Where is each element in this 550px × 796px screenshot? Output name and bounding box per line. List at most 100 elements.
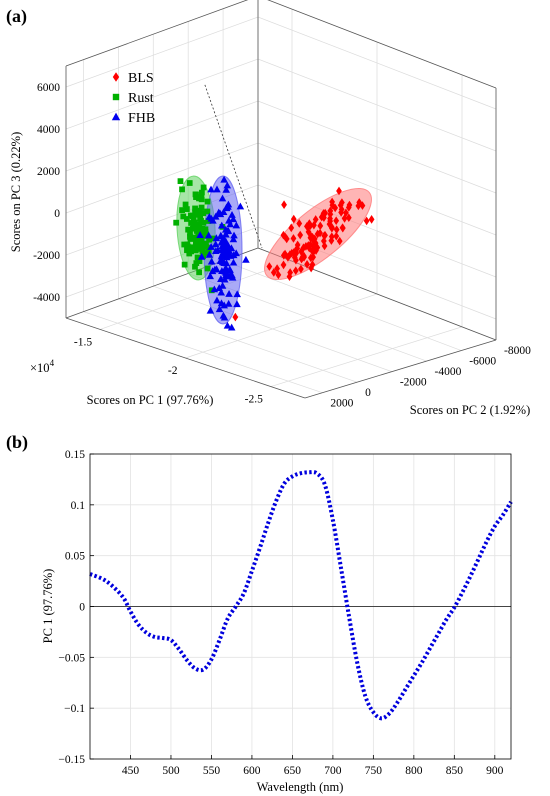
point-rust xyxy=(189,213,196,220)
point-bls xyxy=(308,232,315,241)
point-rust xyxy=(192,263,198,270)
point-fhb xyxy=(220,313,229,321)
point-rust xyxy=(184,216,190,222)
point-fhb xyxy=(222,185,231,193)
point-bls xyxy=(290,234,297,243)
point-bls xyxy=(296,219,303,228)
point-rust xyxy=(209,235,216,242)
point-rust xyxy=(192,209,198,216)
point-fhb xyxy=(223,181,232,189)
point-fhb xyxy=(228,211,236,218)
point-fhb xyxy=(233,290,241,298)
axis-tick-labels: 6000 4000 2000 0 -2000 -4000 -1.5 -2 -2.5 2000 0 -2… xyxy=(33,82,531,410)
point-bls xyxy=(301,251,307,261)
point-fhb xyxy=(222,204,231,212)
y-tick-label: 0.1 xyxy=(71,500,86,512)
point-fhb xyxy=(229,251,238,259)
point-fhb xyxy=(224,299,233,307)
point-rust xyxy=(206,236,212,243)
point-fhb xyxy=(219,241,227,249)
point-bls xyxy=(345,203,352,212)
point-rust xyxy=(188,220,195,226)
legend-symbol-fhb xyxy=(111,112,121,121)
y-axis-label: Scores on PC 2 (1.92%) xyxy=(410,403,530,417)
point-fhb xyxy=(233,300,241,308)
plot-3d-grid xyxy=(65,0,497,399)
point-rust xyxy=(198,196,205,203)
point-rust xyxy=(200,184,207,191)
point-fhb xyxy=(220,175,228,183)
point-bls xyxy=(336,186,342,196)
point-rust xyxy=(186,250,193,257)
box-edge xyxy=(65,317,306,399)
point-bls xyxy=(286,272,293,281)
point-bls xyxy=(311,220,317,230)
point-bls xyxy=(280,260,287,270)
point-fhb xyxy=(229,215,238,223)
point-fhb xyxy=(211,247,220,255)
z-tick-label: 6000 xyxy=(37,82,60,94)
point-rust xyxy=(192,247,199,254)
point-fhb xyxy=(229,235,238,243)
point-fhb xyxy=(217,221,226,229)
point-rust xyxy=(184,241,191,248)
point-fhb xyxy=(218,245,226,253)
point-fhb xyxy=(223,321,232,329)
y-tick-label: 0 xyxy=(365,387,371,399)
point-fhb xyxy=(220,301,228,309)
y-tick-label: -8000 xyxy=(504,345,531,357)
point-rust xyxy=(181,261,188,268)
point-bls xyxy=(321,213,327,222)
point-bls xyxy=(338,208,345,217)
y-tick-label: 0.05 xyxy=(65,551,85,563)
point-fhb xyxy=(211,240,220,248)
point-fhb xyxy=(213,296,221,304)
point-bls xyxy=(333,225,340,234)
point-fhb xyxy=(209,216,217,224)
y-tick-label: -6000 xyxy=(469,356,496,368)
point-bls xyxy=(327,209,334,219)
point-fhb xyxy=(215,305,224,313)
y-tick-label: −0.15 xyxy=(58,754,85,766)
point-rust xyxy=(177,178,184,185)
point-bls xyxy=(307,240,314,250)
point-rust xyxy=(190,244,196,251)
axis-tick-labels: 450 500 550 600 650 700 750 800 850 900 −0.15 −0.1 −… xyxy=(58,449,503,777)
point-fhb xyxy=(225,290,233,297)
z-tick-label: 2000 xyxy=(37,166,60,178)
point-fhb xyxy=(229,258,238,266)
legend-item-fhb: FHB xyxy=(111,111,155,126)
legend-label-rust: Rust xyxy=(128,91,154,106)
point-bls xyxy=(339,198,345,207)
point-fhb xyxy=(213,185,221,193)
legend-label-fhb: FHB xyxy=(128,111,155,126)
box-edge xyxy=(65,0,249,67)
legend-item-rust: Rust xyxy=(112,91,154,106)
point-fhb xyxy=(216,256,225,264)
point-rust xyxy=(198,217,204,224)
point-bls xyxy=(339,223,346,233)
legend-item-bls: BLS xyxy=(112,71,154,86)
x-exponent-label: ×104 xyxy=(30,358,55,375)
y-axis-label: PC 1 (97.76%) xyxy=(41,569,55,644)
point-rust xyxy=(191,219,198,226)
y-tick-label: −0.05 xyxy=(58,652,85,664)
point-bls xyxy=(308,263,315,273)
point-bls xyxy=(293,255,299,265)
point-rust xyxy=(198,246,205,252)
point-bls xyxy=(368,215,375,224)
point-bls xyxy=(359,201,366,210)
point-fhb xyxy=(207,185,215,193)
x-tick-label: 450 xyxy=(122,765,140,777)
point-rust xyxy=(183,206,190,212)
point-rust xyxy=(201,230,207,237)
panel-b-label: (b) xyxy=(6,432,28,453)
legend-marker-bls xyxy=(112,72,120,82)
point-bls xyxy=(329,200,336,210)
point-fhb xyxy=(210,285,219,293)
x-tick-label: 800 xyxy=(405,765,423,777)
point-bls xyxy=(345,213,352,223)
point-bls xyxy=(363,216,370,226)
point-bls xyxy=(292,266,299,276)
box-edge xyxy=(304,339,497,399)
